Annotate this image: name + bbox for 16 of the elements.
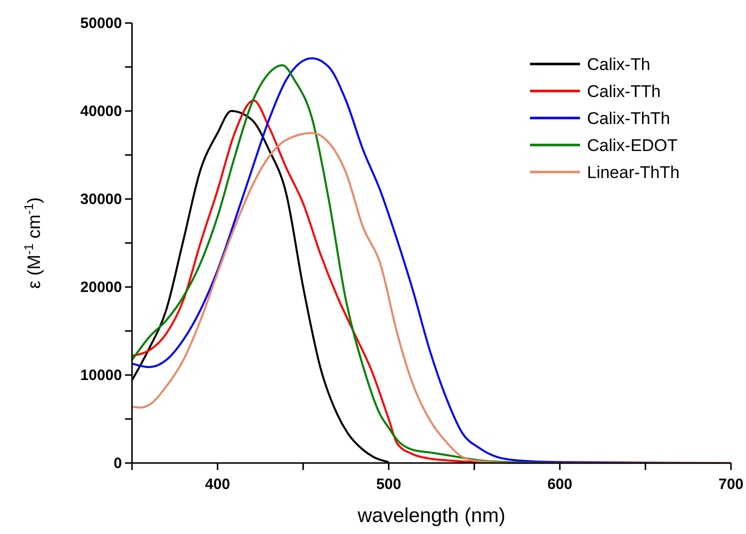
y-tick-label: 40000 bbox=[80, 103, 122, 120]
legend-label: Calix-ThTh bbox=[587, 109, 670, 128]
x-tick-label: 700 bbox=[718, 476, 744, 493]
y-tick-label: 50000 bbox=[80, 15, 122, 32]
y-tick-label: 10000 bbox=[80, 367, 122, 384]
y-tick-label: 30000 bbox=[80, 191, 122, 208]
legend-label: Calix-TTh bbox=[587, 82, 661, 101]
y-tick-label: 20000 bbox=[80, 279, 122, 296]
x-tick-label: 600 bbox=[547, 476, 572, 493]
legend-label: Linear-ThTh bbox=[587, 163, 680, 182]
y-tick-label: 0 bbox=[114, 455, 122, 472]
x-axis-title: wavelength (nm) bbox=[356, 505, 506, 527]
legend-label: Calix-EDOT bbox=[587, 136, 678, 155]
legend-label: Calix-Th bbox=[587, 55, 650, 74]
x-tick-label: 400 bbox=[205, 476, 230, 493]
x-tick-label: 500 bbox=[376, 476, 402, 493]
